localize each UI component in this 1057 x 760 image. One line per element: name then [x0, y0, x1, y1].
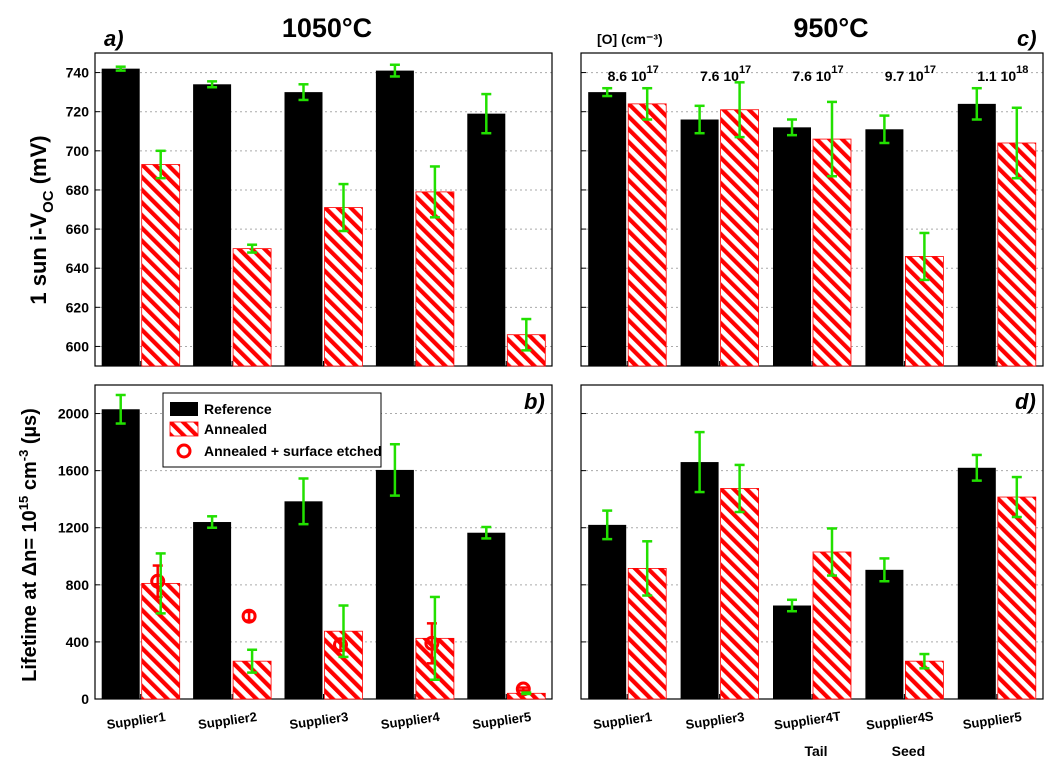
marker-etched	[333, 637, 348, 653]
oxygen-annotation: 7.6 1017	[700, 64, 751, 84]
bar-reference	[101, 68, 140, 367]
y-tick-label: 680	[66, 182, 90, 198]
panel-b: 0 400 800 1200 1600 2000 b) Supplier1 Supplier2 S…	[58, 384, 553, 732]
y-tick-label: 720	[66, 104, 90, 120]
oxygen-annotation: 1.1 1018	[977, 64, 1028, 84]
x-tick-label: Supplier4	[380, 709, 442, 732]
y-tick-label: 660	[66, 221, 90, 237]
legend-swatch-annealed	[169, 421, 199, 437]
legend-marker-etched	[176, 443, 192, 459]
marker-etched	[424, 635, 440, 651]
bar-annealed	[997, 142, 1037, 367]
bar-reference	[773, 127, 811, 367]
bar-reference	[467, 532, 506, 699]
bar-annealed	[720, 488, 759, 700]
y-tick-label: 0	[81, 691, 89, 707]
x-sublabel: Tail	[804, 743, 827, 759]
oxygen-annotation: 9.7 1017	[885, 64, 936, 84]
x-tick-label: Supplier4T	[773, 708, 842, 732]
bar-annealed	[627, 103, 667, 367]
y-tick-label: 400	[66, 634, 90, 650]
bar-reference	[865, 129, 904, 366]
bar-reference	[773, 605, 811, 699]
bar-annealed	[232, 248, 272, 367]
x-sublabel: Seed	[892, 743, 925, 759]
bar-reference	[680, 119, 719, 366]
oxygen-annotation: 7.6 1017	[792, 64, 843, 84]
x-tick-label: Supplier3	[288, 709, 349, 732]
y-tick-label: 600	[66, 338, 90, 354]
bar-reference	[193, 84, 232, 367]
panel-label-b: b)	[524, 389, 545, 414]
bar-reference	[865, 569, 904, 699]
bar-annealed	[324, 207, 363, 367]
bar-annealed	[324, 630, 363, 700]
bar-reference	[193, 522, 232, 699]
bar-reference	[101, 409, 140, 699]
x-tick-label: Supplier4S	[865, 708, 935, 732]
x-tick-label: Supplier2	[197, 709, 258, 732]
legend-label-reference: Reference	[204, 401, 272, 417]
legend: Reference Annealed Annealed + surface et…	[162, 392, 382, 468]
x-tick-label: Supplier1	[592, 709, 653, 732]
marker-etched	[150, 573, 166, 589]
y-tick-label: 620	[66, 299, 90, 315]
bar-annealed	[415, 191, 455, 367]
bar-reference	[680, 462, 719, 699]
bar-reference	[957, 467, 996, 699]
panel-d: d) Supplier1 Supplier3 Supplier4T Tail Suppli…	[580, 384, 1044, 759]
bar-reference	[588, 92, 627, 366]
marker-etched	[241, 608, 257, 624]
legend-label-etched: Annealed + surface etched	[204, 443, 382, 459]
panel-a: 600 620 640 660 680 700 720 740	[66, 52, 553, 367]
title-950: 950°C	[793, 13, 868, 43]
bar-reference	[375, 70, 414, 366]
panel-c: 8.6 1017 7.6 1017 7.6 1017 9.7 1017 1.1 1018	[580, 52, 1044, 367]
ylabel-bottom: Lifetime at Δn= 1015 cm-3 (µs)	[16, 408, 41, 682]
y-tick-label: 2000	[58, 406, 89, 422]
y-tick-label: 1600	[58, 463, 89, 479]
bar-annealed	[141, 164, 181, 367]
panel-label-d: d)	[1015, 389, 1036, 414]
panel-label-a: a)	[104, 26, 124, 51]
x-tick-label: Supplier3	[685, 709, 746, 732]
bar-reference	[284, 92, 323, 366]
y-tick-label: 740	[66, 65, 90, 81]
y-tick-label: 800	[66, 577, 90, 593]
y-tick-label: 1200	[58, 520, 89, 536]
panel-label-c: c)	[1017, 26, 1037, 51]
x-tick-label: Supplier5	[962, 709, 1023, 732]
x-tick-label: Supplier1	[106, 709, 167, 732]
bar-reference	[588, 524, 627, 699]
title-1050: 1050°C	[282, 13, 372, 43]
ylabel-top: 1 sun i-VOC (mV)	[26, 135, 57, 304]
y-tick-label: 640	[66, 260, 90, 276]
legend-label-annealed: Annealed	[204, 421, 267, 437]
bar-annealed	[720, 109, 759, 367]
bar-reference	[284, 501, 323, 699]
bar-reference	[957, 103, 996, 367]
bar-annealed	[997, 496, 1037, 700]
bar-reference	[467, 113, 506, 366]
y-tick-label: 700	[66, 143, 90, 159]
legend-swatch-reference	[170, 402, 198, 416]
oxygen-annotation: 8.6 1017	[608, 64, 659, 84]
x-tick-label: Supplier5	[471, 709, 532, 732]
oxygen-header: [O] (cm⁻³)	[597, 31, 663, 47]
bar-reference	[375, 469, 414, 699]
